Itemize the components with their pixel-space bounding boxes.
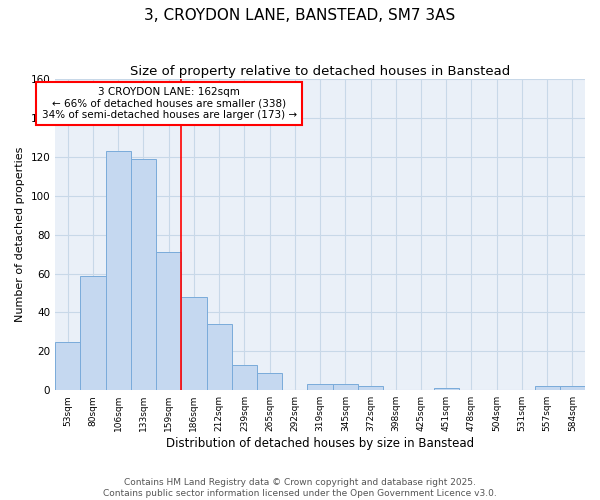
Bar (206, 324, 232, 390)
Y-axis label: Number of detached properties: Number of detached properties (15, 147, 25, 322)
Bar (181, 297, 206, 390)
Bar (80, 276, 106, 390)
Bar (232, 365, 257, 390)
Bar (257, 372, 282, 390)
X-axis label: Distribution of detached houses by size in Banstead: Distribution of detached houses by size … (166, 437, 474, 450)
Bar (55, 342, 80, 390)
Bar (560, 386, 585, 390)
Bar (156, 252, 181, 390)
Text: Contains HM Land Registry data © Crown copyright and database right 2025.
Contai: Contains HM Land Registry data © Crown c… (103, 478, 497, 498)
Bar (434, 388, 459, 390)
Bar (358, 386, 383, 390)
Bar (106, 151, 131, 390)
Bar (332, 384, 358, 390)
Bar (535, 386, 560, 390)
Title: Size of property relative to detached houses in Banstead: Size of property relative to detached ho… (130, 65, 510, 78)
Bar (131, 159, 156, 390)
Text: 3, CROYDON LANE, BANSTEAD, SM7 3AS: 3, CROYDON LANE, BANSTEAD, SM7 3AS (145, 8, 455, 22)
Bar (307, 384, 332, 390)
Text: 3 CROYDON LANE: 162sqm
← 66% of detached houses are smaller (338)
34% of semi-de: 3 CROYDON LANE: 162sqm ← 66% of detached… (41, 87, 296, 120)
